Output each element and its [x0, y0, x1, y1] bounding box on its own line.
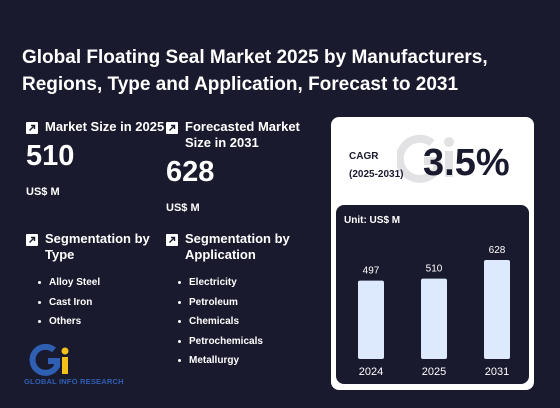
- forecast-block: Forecasted Market Size in 2031 628 US$ M: [166, 119, 316, 214]
- arrow-up-right-icon: [166, 122, 178, 134]
- gi-logo-icon: [29, 343, 69, 376]
- forecast-unit: US$ M: [166, 202, 200, 214]
- data-label-2031: 628: [489, 245, 506, 256]
- forecast-label: Forecasted Market Size in 2031: [185, 119, 300, 150]
- segmentation-application-label: Segmentation by Application: [185, 231, 290, 262]
- list-item: Others: [38, 312, 176, 332]
- chart-unit-label: Unit: US$ M: [344, 215, 401, 226]
- segmentation-type-label: Segmentation by Type: [45, 231, 150, 262]
- list-item: Petroleum: [178, 293, 316, 313]
- x-tick-2025: 2025: [422, 366, 446, 378]
- arrow-up-right-icon: [166, 234, 178, 246]
- x-tick-2024: 2024: [359, 366, 383, 378]
- cagr-value: 3.5%: [423, 142, 510, 184]
- list-item: Alloy Steel: [38, 273, 176, 293]
- x-tick-2031: 2031: [485, 366, 509, 378]
- segmentation-type-block: Segmentation by Type Alloy Steel Cast Ir…: [26, 231, 176, 332]
- bar-chart-panel: Unit: US$ M 497 2024 510 2025 628 2031: [336, 205, 529, 384]
- watermark-logo-icon: [397, 134, 454, 183]
- cagr-label: CAGR (2025-2031): [349, 151, 404, 180]
- bar-2025: [421, 278, 447, 359]
- list-item: Electricity: [178, 273, 316, 293]
- logo-text: GLOBAL INFO RESEARCH: [24, 377, 124, 386]
- bar-chart: 497 2024 510 2025 628 2031: [358, 245, 510, 378]
- segmentation-application-block: Segmentation by Application Electricity …: [166, 231, 316, 371]
- list-item: Petrochemicals: [178, 332, 316, 352]
- data-label-2024: 497: [363, 266, 380, 277]
- market-size-unit: US$ M: [26, 186, 60, 198]
- market-size-block: Market Size in 2025 510 US$ M: [26, 119, 176, 198]
- list-item: Cast Iron: [38, 293, 176, 313]
- arrow-up-right-icon: [26, 122, 38, 134]
- market-size-label: Market Size in 2025: [45, 119, 165, 134]
- market-size-value: 510: [26, 140, 75, 172]
- data-label-2025: 510: [426, 264, 443, 275]
- forecast-value: 628: [166, 156, 215, 188]
- bar-2024: [358, 280, 384, 359]
- list-item: Chemicals: [178, 312, 316, 332]
- arrow-up-right-icon: [26, 234, 38, 246]
- page-title: Global Floating Seal Market 2025 by Manu…: [22, 47, 488, 95]
- company-logo: GLOBAL INFO RESEARCH: [24, 343, 144, 392]
- list-item: Metallurgy: [178, 351, 316, 371]
- bar-2031: [484, 260, 510, 359]
